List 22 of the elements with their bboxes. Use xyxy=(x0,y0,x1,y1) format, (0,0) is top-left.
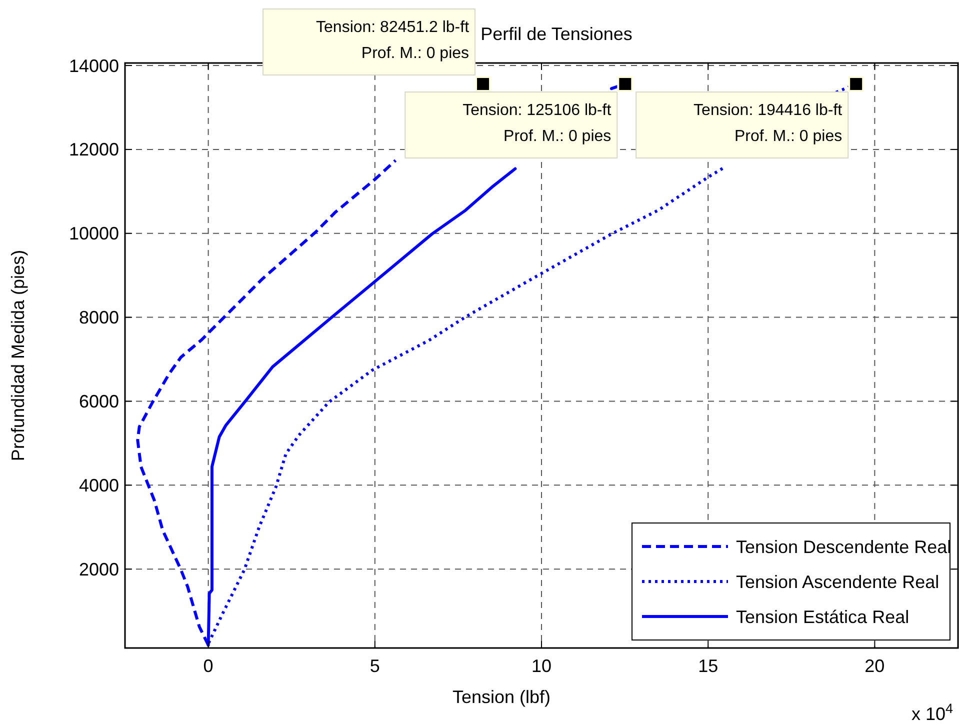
x-axis-title: Tension (lbf) xyxy=(452,687,551,707)
y-tick-label: 12000 xyxy=(68,140,119,160)
x-tick-label: 0 xyxy=(203,656,214,676)
x-tick-label: 10 xyxy=(531,656,552,676)
annotation: Tension: 194416 lb-ft Prof. M.: 0 pies xyxy=(694,102,843,145)
legend-label: Tension Estática Real xyxy=(736,606,910,627)
y-tick-label: 4000 xyxy=(78,475,119,496)
legend-label: Tension Descendente Real xyxy=(736,536,952,557)
chart-title: Perfil de Tensiones xyxy=(480,24,632,44)
y-axis-title: Profundidad Medida (pies) xyxy=(8,250,28,462)
y-tick-label: 2000 xyxy=(78,559,119,580)
y-tick-label: 10000 xyxy=(68,224,119,244)
x-tick-label: 15 xyxy=(698,656,718,676)
y-tick-label: 8000 xyxy=(78,308,119,328)
x-tick-label: 20 xyxy=(864,656,885,676)
annotation: Tension: 125106 lb-ft Prof. M.: 0 pies xyxy=(462,102,612,145)
text: x 10$^{4}$ xyxy=(911,700,954,724)
x-tick-label: 5 xyxy=(370,656,380,676)
y-tick-label: 14000 xyxy=(68,56,119,76)
annotation: Tension: 82451.2 lb-ft Prof. M.: 0 pies xyxy=(316,18,470,62)
legend-label: Tension Ascendente Real xyxy=(736,572,940,592)
y-tick-label: 6000 xyxy=(78,392,119,412)
